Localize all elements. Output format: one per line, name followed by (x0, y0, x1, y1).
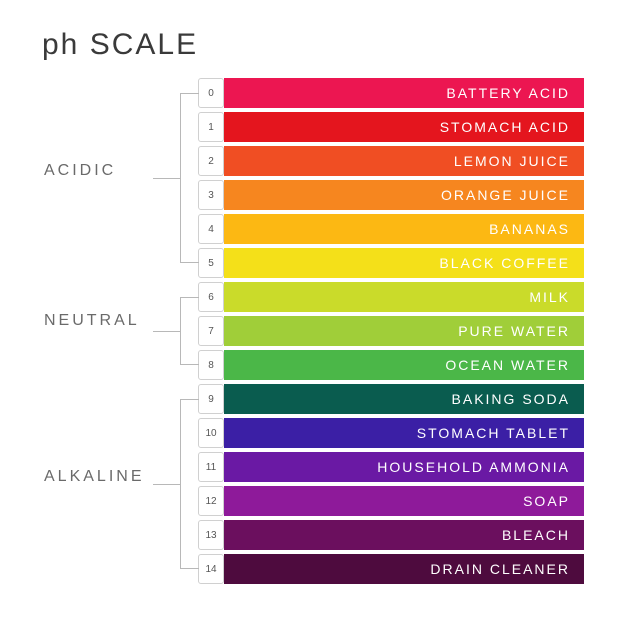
ph-number-box: 0 (198, 78, 224, 108)
ph-bar: MILK (224, 282, 584, 312)
ph-bar: SOAP (224, 486, 584, 516)
ph-row: 8 OCEAN WATER (198, 350, 584, 380)
ph-number-box: 7 (198, 316, 224, 346)
ph-row: 9 BAKING SODA (198, 384, 584, 414)
ph-bar: ORANGE JUICE (224, 180, 584, 210)
ph-row: 7 PURE WATER (198, 316, 584, 346)
ph-row: 11 HOUSEHOLD AMMONIA (198, 452, 584, 482)
ph-number-box: 6 (198, 282, 224, 312)
ph-bar-label: BAKING SODA (452, 391, 570, 407)
ph-row: 5 BLACK COFFEE (198, 248, 584, 278)
ph-number-box: 1 (198, 112, 224, 142)
ph-number-box: 3 (198, 180, 224, 210)
chart-title: pH SCALE (42, 28, 198, 62)
group-label: ALKALINE (44, 468, 144, 486)
ph-bar: DRAIN CLEANER (224, 554, 584, 584)
ph-bar: BAKING SODA (224, 384, 584, 414)
ph-number-box: 2 (198, 146, 224, 176)
ph-row: 10 STOMACH TABLET (198, 418, 584, 448)
ph-bar-label: MILK (529, 289, 570, 305)
group-label: ACIDIC (44, 162, 116, 180)
ph-number-box: 10 (198, 418, 224, 448)
ph-row: 4 BANANAS (198, 214, 584, 244)
ph-number-box: 11 (198, 452, 224, 482)
group-bracket (180, 93, 181, 263)
ph-bar: BATTERY ACID (224, 78, 584, 108)
ph-bar-label: ORANGE JUICE (441, 187, 570, 203)
group-label: NEUTRAL (44, 312, 140, 330)
ph-number-box: 9 (198, 384, 224, 414)
ph-bar-label: STOMACH TABLET (417, 425, 570, 441)
group-bracket (180, 399, 181, 569)
ph-bar: BLACK COFFEE (224, 248, 584, 278)
ph-number-box: 5 (198, 248, 224, 278)
ph-row: 1 STOMACH ACID (198, 112, 584, 142)
ph-bar-label: BATTERY ACID (446, 85, 570, 101)
ph-row: 14 DRAIN CLEANER (198, 554, 584, 584)
ph-bar: LEMON JUICE (224, 146, 584, 176)
ph-number-box: 13 (198, 520, 224, 550)
group-bracket (180, 297, 181, 365)
ph-bar-label: SOAP (523, 493, 570, 509)
ph-bar-label: BLACK COFFEE (439, 255, 570, 271)
ph-bar-label: HOUSEHOLD AMMONIA (377, 459, 570, 475)
ph-row: 0 BATTERY ACID (198, 78, 584, 108)
ph-bar-label: OCEAN WATER (445, 357, 570, 373)
ph-number-box: 4 (198, 214, 224, 244)
ph-bar-label: BLEACH (502, 527, 570, 543)
ph-bar-label: PURE WATER (458, 323, 570, 339)
ph-row: 3 ORANGE JUICE (198, 180, 584, 210)
ph-number-box: 8 (198, 350, 224, 380)
ph-row: 2 LEMON JUICE (198, 146, 584, 176)
ph-rows-container: 0 BATTERY ACID 1 STOMACH ACID 2 LEMON JUICE 3 O… (198, 78, 584, 588)
ph-bar: BANANAS (224, 214, 584, 244)
ph-bar-label: DRAIN CLEANER (430, 561, 570, 577)
ph-bar: STOMACH TABLET (224, 418, 584, 448)
ph-bar: STOMACH ACID (224, 112, 584, 142)
ph-number-box: 12 (198, 486, 224, 516)
ph-number-box: 14 (198, 554, 224, 584)
ph-bar: OCEAN WATER (224, 350, 584, 380)
ph-bar-label: STOMACH ACID (440, 119, 570, 135)
ph-row: 6 MILK (198, 282, 584, 312)
ph-bar: BLEACH (224, 520, 584, 550)
ph-bar: HOUSEHOLD AMMONIA (224, 452, 584, 482)
ph-bar-label: BANANAS (489, 221, 570, 237)
ph-row: 13 BLEACH (198, 520, 584, 550)
ph-bar-label: LEMON JUICE (454, 153, 570, 169)
ph-bar: PURE WATER (224, 316, 584, 346)
ph-row: 12 SOAP (198, 486, 584, 516)
